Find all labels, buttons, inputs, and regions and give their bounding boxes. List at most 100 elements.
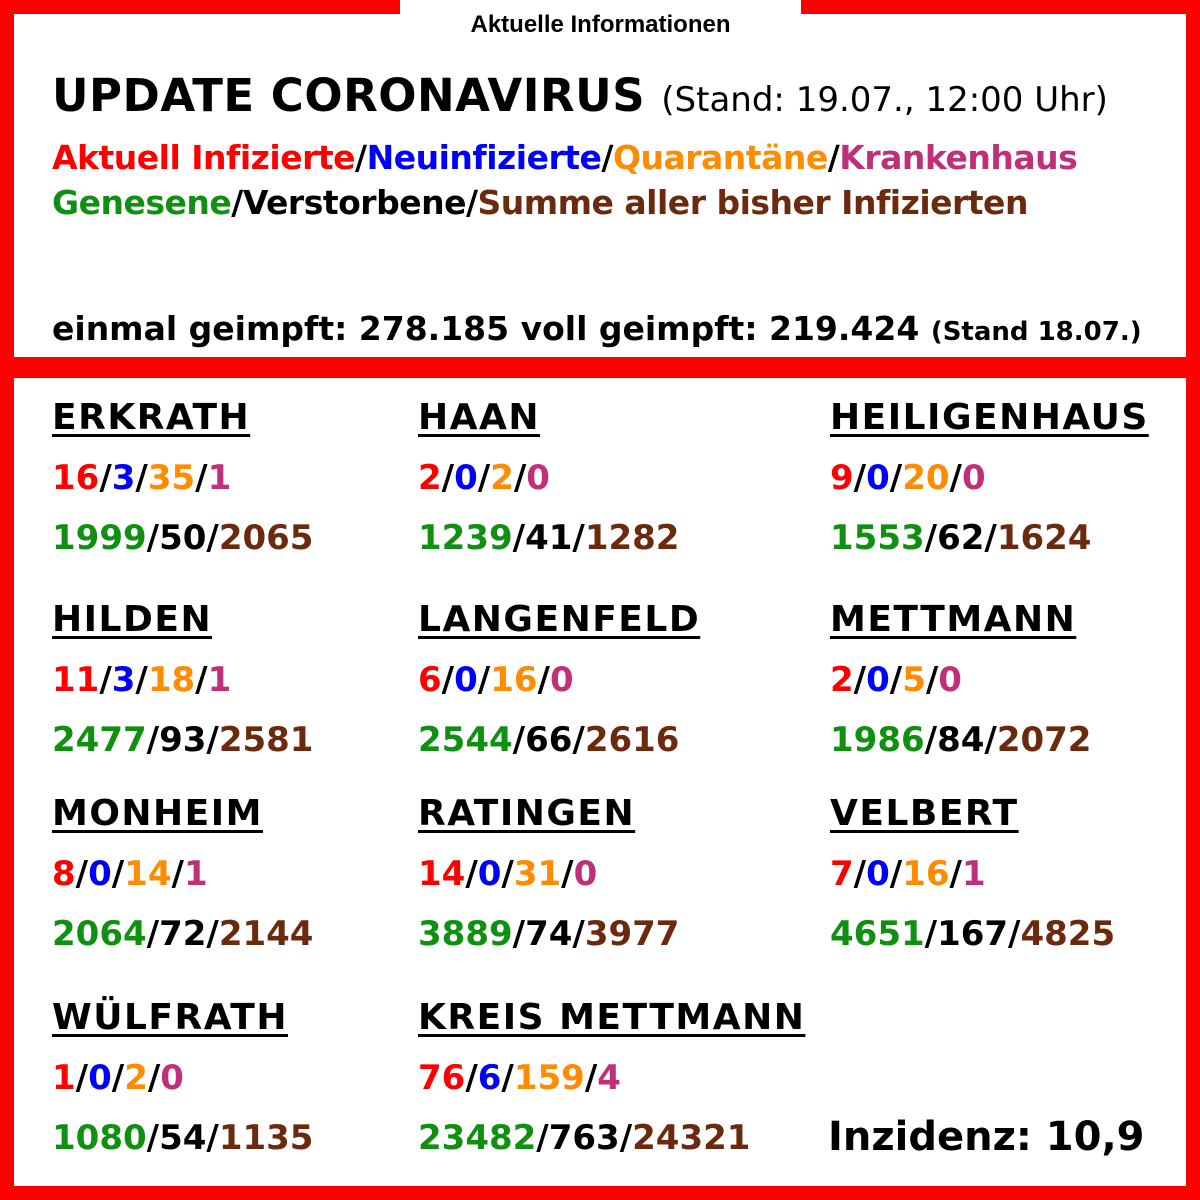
krankenhaus-value: 0 (938, 660, 962, 700)
genesene-value: 1239 (418, 518, 513, 558)
krankenhaus-value: 0 (573, 854, 598, 894)
separator: / (99, 458, 112, 498)
city-block-monheim: MONHEIM 8/0/14/1 2064/72/2144 (52, 792, 313, 956)
separator: / (206, 518, 219, 558)
quarantaene-value: 16 (902, 854, 950, 894)
legend-aktuell: Aktuell Infizierte (52, 138, 356, 177)
aktuell-value: 2 (830, 660, 854, 700)
city-stats-row-2: 1239/41/1282 (418, 516, 679, 560)
neu-value: 3 (111, 660, 136, 700)
genesene-value: 4651 (830, 914, 925, 954)
separator: / (171, 854, 184, 894)
neu-value: 0 (454, 660, 478, 700)
quarantaene-value: 14 (124, 854, 172, 894)
krankenhaus-value: 0 (526, 458, 550, 498)
title-text: UPDATE CORONAVIRUS (52, 69, 646, 122)
separator: / (512, 518, 526, 558)
separator: / (206, 720, 219, 760)
verstorbene-value: 54 (159, 1118, 207, 1158)
city-stats-row-2: 2477/93/2581 (52, 718, 313, 762)
quarantaene-value: 35 (147, 458, 196, 498)
city-stats-row-2: 1999/50/2065 (52, 516, 313, 560)
city-grid-panel (14, 378, 1186, 1186)
neu-value: 3 (111, 458, 136, 498)
summe-value: 1135 (218, 1118, 314, 1158)
city-name: HILDEN (52, 599, 213, 640)
genesene-value: 1999 (52, 518, 147, 558)
krankenhaus-value: 0 (549, 660, 574, 700)
separator: / (512, 720, 526, 760)
quarantaene-value: 2 (490, 458, 514, 498)
aktuell-value: 1 (52, 1058, 76, 1098)
city-block-velbert: VELBERT 7/0/16/1 4651/167/4825 (830, 792, 1115, 956)
separator: / (984, 720, 997, 760)
neu-value: 0 (454, 458, 478, 498)
city-block-ratingen: RATINGEN 14/0/31/0 3889/74/3977 (418, 792, 679, 956)
quarantaene-value: 159 (513, 1058, 585, 1098)
separator: / (584, 1058, 598, 1098)
separator: / (477, 660, 491, 700)
neu-value: 0 (866, 854, 890, 894)
city-name: HEILIGENHAUS (830, 397, 1149, 438)
verstorbene-value: 62 (937, 518, 985, 558)
city-stats-row-1: 14/0/31/0 (418, 852, 679, 896)
separator: / (206, 914, 219, 954)
city-name: VELBERT (830, 793, 1019, 834)
genesene-value: 23482 (418, 1118, 537, 1158)
separator: / (889, 660, 903, 700)
neu-value: 0 (88, 854, 112, 894)
info-banner: Aktuelle Informationen (400, 0, 801, 46)
separator: / (146, 914, 160, 954)
separator: / (924, 518, 938, 558)
neu-value: 0 (88, 1058, 112, 1098)
genesene-value: 2064 (52, 914, 147, 954)
city-stats-row-1: 11/3/18/1 (52, 658, 313, 702)
legend-summe: Summe aller bisher Infizierten (477, 183, 1029, 222)
quarantaene-value: 2 (124, 1058, 148, 1098)
genesene-value: 2477 (52, 720, 147, 760)
legend-krankenhaus: Krankenhaus (839, 138, 1078, 177)
city-block-haan: HAAN 2/0/2/0 1239/41/1282 (418, 396, 679, 560)
separator: / (147, 1058, 161, 1098)
separator: / (477, 458, 491, 498)
separator: / (619, 1118, 633, 1158)
city-block-erkrath: ERKRATH 16/3/35/1 1999/50/2065 (52, 396, 313, 560)
city-stats-row-2: 1080/54/1135 (52, 1116, 313, 1160)
genesene-value: 1553 (830, 518, 925, 558)
legend-separator: / (827, 138, 840, 177)
city-stats-row-2: 3889/74/3977 (418, 912, 679, 956)
city-name: ERKRATH (52, 397, 251, 438)
aktuell-value: 7 (830, 854, 854, 894)
summe-value: 2144 (218, 914, 314, 954)
separator: / (441, 458, 455, 498)
genesene-value: 3889 (418, 914, 513, 954)
genesene-value: 1986 (830, 720, 925, 760)
separator: / (984, 518, 997, 558)
aktuell-value: 14 (418, 854, 466, 894)
verstorbene-value: 84 (937, 720, 985, 760)
separator: / (146, 1118, 160, 1158)
city-name: RATINGEN (418, 793, 636, 834)
krankenhaus-value: 0 (961, 458, 986, 498)
page-title: UPDATE CORONAVIRUS (Stand: 19.07., 12:00… (52, 66, 1108, 130)
krankenhaus-value: 1 (961, 854, 986, 894)
separator: / (949, 458, 962, 498)
separator: / (99, 660, 112, 700)
legend-verstorbene: Verstorbene (242, 183, 467, 222)
separator: / (206, 1118, 219, 1158)
summe-value: 1282 (584, 518, 680, 558)
vaccination-text: einmal geimpft: 278.185 voll geimpft: 21… (52, 309, 920, 348)
inzidenz-value: Inzidenz: 10,9 (828, 1114, 1145, 1160)
summe-value: 4825 (1020, 914, 1116, 954)
separator: / (561, 854, 574, 894)
summe-value: 2072 (996, 720, 1092, 760)
neu-value: 0 (477, 854, 502, 894)
vaccination-line: einmal geimpft: 278.185 voll geimpft: 21… (52, 307, 1142, 354)
city-stats-row-1: 9/0/20/0 (830, 456, 1149, 500)
separator: / (1008, 914, 1021, 954)
city-block-heiligenhaus: HEILIGENHAUS 9/0/20/0 1553/62/1624 (830, 396, 1149, 560)
separator: / (135, 458, 148, 498)
separator: / (853, 458, 867, 498)
neu-value: 0 (866, 660, 890, 700)
city-name: KREIS METTMANN (418, 997, 806, 1038)
